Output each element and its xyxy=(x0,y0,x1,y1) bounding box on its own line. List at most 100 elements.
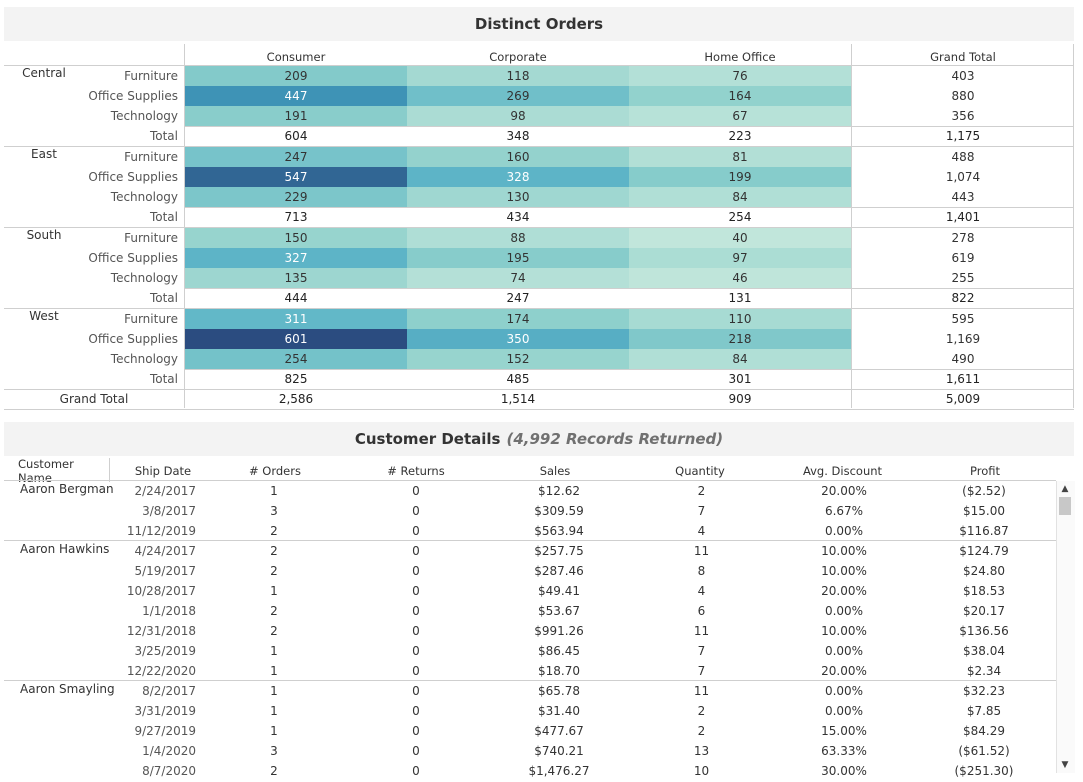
quantity-cell: 10 xyxy=(693,764,710,778)
orders-cell: 1 xyxy=(270,584,278,598)
sales-cell: $49.41 xyxy=(538,584,580,598)
ship-date-cell: 12/31/2018 xyxy=(126,624,196,638)
details-row[interactable]: 10/28/2017 1 0 $49.41 4 20.00% $18.53 xyxy=(4,581,1056,601)
details-header-3[interactable]: # Returns xyxy=(387,464,445,478)
details-header-0[interactable]: Customer Name xyxy=(18,457,74,485)
sales-cell: $991.26 xyxy=(534,624,584,638)
details-header-2[interactable]: # Orders xyxy=(249,464,301,478)
grand-total-cell: 880 xyxy=(951,89,975,103)
details-row[interactable]: 3/31/2019 1 0 $31.40 2 0.00% $7.85 xyxy=(4,701,1056,721)
heatmap-cell[interactable]: 76 xyxy=(629,66,851,86)
heatmap-cell[interactable]: 447 xyxy=(185,86,407,106)
avg-discount-cell: 15.00% xyxy=(821,724,867,738)
quantity-cell: 13 xyxy=(693,744,710,758)
sales-cell: $18.70 xyxy=(538,664,580,678)
total-cell: 825 xyxy=(284,372,308,386)
heatmap-cell[interactable]: 84 xyxy=(629,349,851,369)
details-row[interactable]: 11/12/2019 2 0 $563.94 4 0.00% $116.87 xyxy=(4,521,1056,541)
profit-cell: ($251.30) xyxy=(954,764,1014,778)
heatmap-cell[interactable]: 88 xyxy=(407,228,629,248)
details-row[interactable]: 3/8/2017 3 0 $309.59 7 6.67% $15.00 xyxy=(4,501,1056,521)
ship-date-cell: 1/1/2018 xyxy=(142,604,196,618)
heatmap-cell[interactable]: 97 xyxy=(629,248,851,268)
details-header-6[interactable]: Avg. Discount xyxy=(802,464,883,478)
heatmap-cell[interactable]: 229 xyxy=(185,187,407,207)
heatmap-cell[interactable]: 547 xyxy=(185,167,407,187)
total-cell: 713 xyxy=(284,210,308,224)
distinct-orders-title: Distinct Orders xyxy=(474,15,604,33)
total-label: Total xyxy=(149,210,178,224)
heatmap-cell[interactable]: 209 xyxy=(185,66,407,86)
sales-cell: $53.67 xyxy=(538,604,580,618)
heatmap-cell[interactable]: 74 xyxy=(407,268,629,288)
region-divider xyxy=(4,308,1074,309)
details-header-5[interactable]: Quantity xyxy=(675,464,725,478)
heatmap-cell[interactable]: 118 xyxy=(407,66,629,86)
heatmap-cell[interactable]: 81 xyxy=(629,147,851,167)
heatmap-cell[interactable]: 254 xyxy=(185,349,407,369)
returns-cell: 0 xyxy=(412,624,420,638)
profit-cell: $84.29 xyxy=(963,724,1005,738)
heatmap-cell[interactable]: 191 xyxy=(185,106,407,126)
heatmap-cell[interactable]: 164 xyxy=(629,86,851,106)
returns-cell: 0 xyxy=(412,704,420,718)
heatmap-cell[interactable]: 218 xyxy=(629,329,851,349)
ship-date-cell: 9/27/2019 xyxy=(134,724,196,738)
heatmap-cell[interactable]: 350 xyxy=(407,329,629,349)
details-header-7[interactable]: Profit xyxy=(970,464,1000,478)
heatmap-cell[interactable]: 174 xyxy=(407,309,629,329)
heatmap-cell[interactable]: 130 xyxy=(407,187,629,207)
heatmap-cell[interactable]: 67 xyxy=(629,106,851,126)
quantity-cell: 11 xyxy=(693,544,710,558)
heatmap-cell[interactable]: 269 xyxy=(407,86,629,106)
details-row[interactable]: 3/25/2019 1 0 $86.45 7 0.00% $38.04 xyxy=(4,641,1056,661)
scroll-down-icon[interactable]: ▼ xyxy=(1061,760,1069,770)
details-row[interactable]: 12/31/2018 2 0 $991.26 11 10.00% $136.56 xyxy=(4,621,1056,641)
heatmap-cell[interactable]: 150 xyxy=(185,228,407,248)
total-cell: 131 xyxy=(728,291,752,305)
details-header-4[interactable]: Sales xyxy=(539,464,571,478)
heatmap-cell[interactable]: 135 xyxy=(185,268,407,288)
heatmap-cell[interactable]: 84 xyxy=(629,187,851,207)
grand-total-divider xyxy=(851,44,852,408)
details-row[interactable]: Aaron Hawkins 4/24/2017 2 0 $257.75 11 10.00% $… xyxy=(4,541,1056,561)
heatmap-cell[interactable]: 98 xyxy=(407,106,629,126)
heatmap-cell[interactable]: 46 xyxy=(629,268,851,288)
sales-cell: $31.40 xyxy=(538,704,580,718)
heatmap-cell[interactable]: 247 xyxy=(185,147,407,167)
quantity-cell: 2 xyxy=(697,724,706,738)
ship-date-cell: 3/8/2017 xyxy=(142,504,196,518)
heatmap-cell[interactable]: 160 xyxy=(407,147,629,167)
heatmap-cell[interactable]: 152 xyxy=(407,349,629,369)
details-header-1[interactable]: Ship Date xyxy=(134,464,192,478)
details-row[interactable]: 5/19/2017 2 0 $287.46 8 10.00% $24.80 xyxy=(4,561,1056,581)
quantity-cell: 7 xyxy=(697,644,706,658)
details-row[interactable]: 1/1/2018 2 0 $53.67 6 0.00% $20.17 xyxy=(4,601,1056,621)
sales-cell: $12.62 xyxy=(538,484,580,498)
heatmap-cell[interactable]: 199 xyxy=(629,167,851,187)
region-label-east: East xyxy=(31,147,57,161)
customer-divider xyxy=(4,540,1056,541)
heatmap-cell[interactable]: 195 xyxy=(407,248,629,268)
total-cell: 348 xyxy=(506,129,530,143)
orders-cell: 2 xyxy=(270,524,278,538)
region-total-row: Total 444 247 131 822 xyxy=(4,288,1074,308)
heatmap-cell[interactable]: 328 xyxy=(407,167,629,187)
scroll-up-icon[interactable]: ▲ xyxy=(1061,484,1069,494)
scrollbar-thumb[interactable] xyxy=(1059,497,1071,515)
heatmap-cell[interactable]: 110 xyxy=(629,309,851,329)
details-scrollbar-track[interactable] xyxy=(1056,481,1075,773)
heatmap-cell[interactable]: 311 xyxy=(185,309,407,329)
orders-cell: 1 xyxy=(270,664,278,678)
heatmap-cell[interactable]: 327 xyxy=(185,248,407,268)
details-row[interactable]: Aaron Bergman 2/24/2017 1 0 $12.62 2 20.00% ($2… xyxy=(4,481,1056,501)
details-row[interactable]: Aaron Smayling 8/2/2017 1 0 $65.78 11 0.00% $32… xyxy=(4,681,1056,701)
returns-cell: 0 xyxy=(412,504,420,518)
details-row[interactable]: 8/7/2020 2 0 $1,476.27 10 30.00% ($251.30) xyxy=(4,761,1056,781)
details-row[interactable]: 9/27/2019 1 0 $477.67 2 15.00% $84.29 xyxy=(4,721,1056,741)
orders-cell: 1 xyxy=(270,724,278,738)
heatmap-cell[interactable]: 40 xyxy=(629,228,851,248)
details-row[interactable]: 1/4/2020 3 0 $740.21 13 63.33% ($61.52) xyxy=(4,741,1056,761)
heatmap-cell[interactable]: 601 xyxy=(185,329,407,349)
details-row[interactable]: 12/22/2020 1 0 $18.70 7 20.00% $2.34 xyxy=(4,661,1056,681)
